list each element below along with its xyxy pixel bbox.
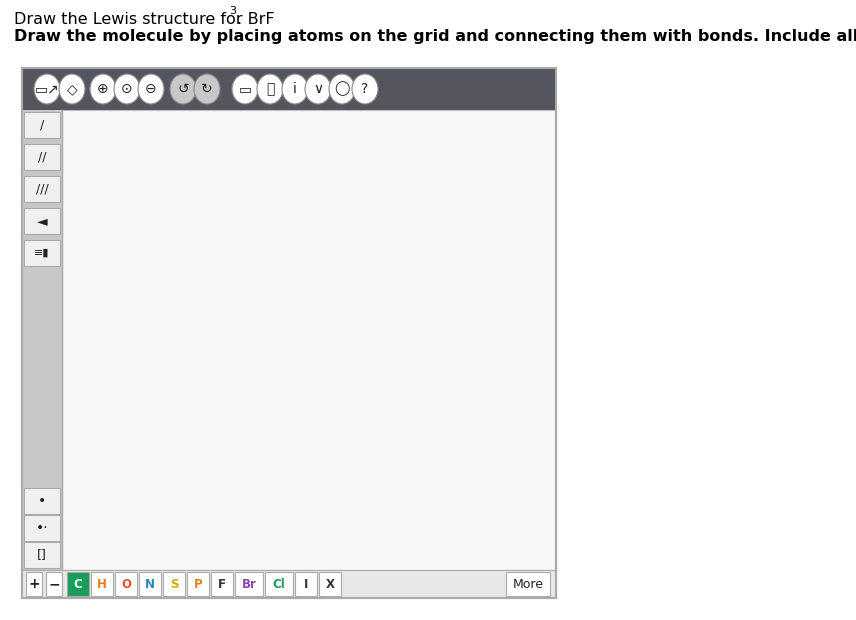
Text: ?: ? xyxy=(361,82,369,96)
Ellipse shape xyxy=(305,74,331,104)
Ellipse shape xyxy=(352,74,378,104)
Text: /: / xyxy=(40,118,45,131)
Bar xyxy=(319,572,341,596)
Text: []: [] xyxy=(37,549,47,562)
Text: i: i xyxy=(293,82,297,96)
Ellipse shape xyxy=(59,74,85,104)
Bar xyxy=(62,110,556,570)
Bar xyxy=(235,572,263,596)
Bar xyxy=(26,572,42,596)
Bar xyxy=(211,572,233,596)
Text: F: F xyxy=(218,577,226,590)
Bar xyxy=(139,572,161,596)
Text: X: X xyxy=(325,577,335,590)
Text: −: − xyxy=(48,577,60,591)
Bar xyxy=(22,570,556,598)
Text: Draw the molecule by placing atoms on the grid and connecting them with bonds. I: Draw the molecule by placing atoms on th… xyxy=(14,29,856,44)
Text: //: // xyxy=(38,151,46,164)
Text: +: + xyxy=(28,577,40,591)
Bar xyxy=(24,240,60,266)
Bar xyxy=(91,572,113,596)
Text: Draw the Lewis structure for BrF: Draw the Lewis structure for BrF xyxy=(14,12,275,27)
Bar xyxy=(24,112,60,138)
Ellipse shape xyxy=(282,74,308,104)
Text: ▭: ▭ xyxy=(239,82,252,96)
Bar xyxy=(24,488,60,514)
Text: P: P xyxy=(193,577,202,590)
Bar xyxy=(24,176,60,202)
Text: ▭↗: ▭↗ xyxy=(34,82,59,96)
Bar xyxy=(22,68,556,598)
Text: •: • xyxy=(38,494,46,508)
Text: ⬩: ⬩ xyxy=(266,82,274,96)
Bar xyxy=(187,572,209,596)
Text: ◇: ◇ xyxy=(67,82,77,96)
Text: ↻: ↻ xyxy=(201,82,213,96)
Bar xyxy=(115,572,137,596)
Text: ∨: ∨ xyxy=(313,82,323,96)
Ellipse shape xyxy=(138,74,164,104)
Text: C: C xyxy=(74,577,82,590)
Text: 3: 3 xyxy=(229,6,236,16)
Text: I: I xyxy=(304,577,308,590)
Text: .: . xyxy=(236,12,241,27)
Ellipse shape xyxy=(34,74,60,104)
Text: More: More xyxy=(513,577,544,590)
Bar xyxy=(506,572,550,596)
Bar xyxy=(22,68,556,110)
Bar xyxy=(24,208,60,234)
Bar xyxy=(24,144,60,170)
Bar xyxy=(265,572,293,596)
Text: ↺: ↺ xyxy=(177,82,189,96)
Ellipse shape xyxy=(257,74,283,104)
Bar xyxy=(46,572,62,596)
Text: ◯: ◯ xyxy=(334,82,350,96)
Ellipse shape xyxy=(329,74,355,104)
Bar xyxy=(22,110,62,570)
Text: ⊙: ⊙ xyxy=(122,82,133,96)
Text: Cl: Cl xyxy=(272,577,285,590)
Bar xyxy=(24,542,60,568)
Text: ◄: ◄ xyxy=(37,214,47,228)
Text: •·: •· xyxy=(36,521,48,535)
Ellipse shape xyxy=(114,74,140,104)
Text: O: O xyxy=(121,577,131,590)
Bar xyxy=(24,515,60,541)
Ellipse shape xyxy=(194,74,220,104)
Bar xyxy=(295,572,317,596)
Text: N: N xyxy=(145,577,155,590)
Text: ≡▮: ≡▮ xyxy=(34,248,50,258)
Text: ⊖: ⊖ xyxy=(146,82,157,96)
Text: S: S xyxy=(169,577,178,590)
Ellipse shape xyxy=(170,74,196,104)
Bar xyxy=(22,68,556,598)
Ellipse shape xyxy=(232,74,258,104)
Text: Br: Br xyxy=(241,577,257,590)
Bar xyxy=(163,572,185,596)
Bar xyxy=(67,572,89,596)
Ellipse shape xyxy=(90,74,116,104)
Text: ///: /// xyxy=(36,182,49,195)
Text: H: H xyxy=(97,577,107,590)
Text: ⊕: ⊕ xyxy=(98,82,109,96)
